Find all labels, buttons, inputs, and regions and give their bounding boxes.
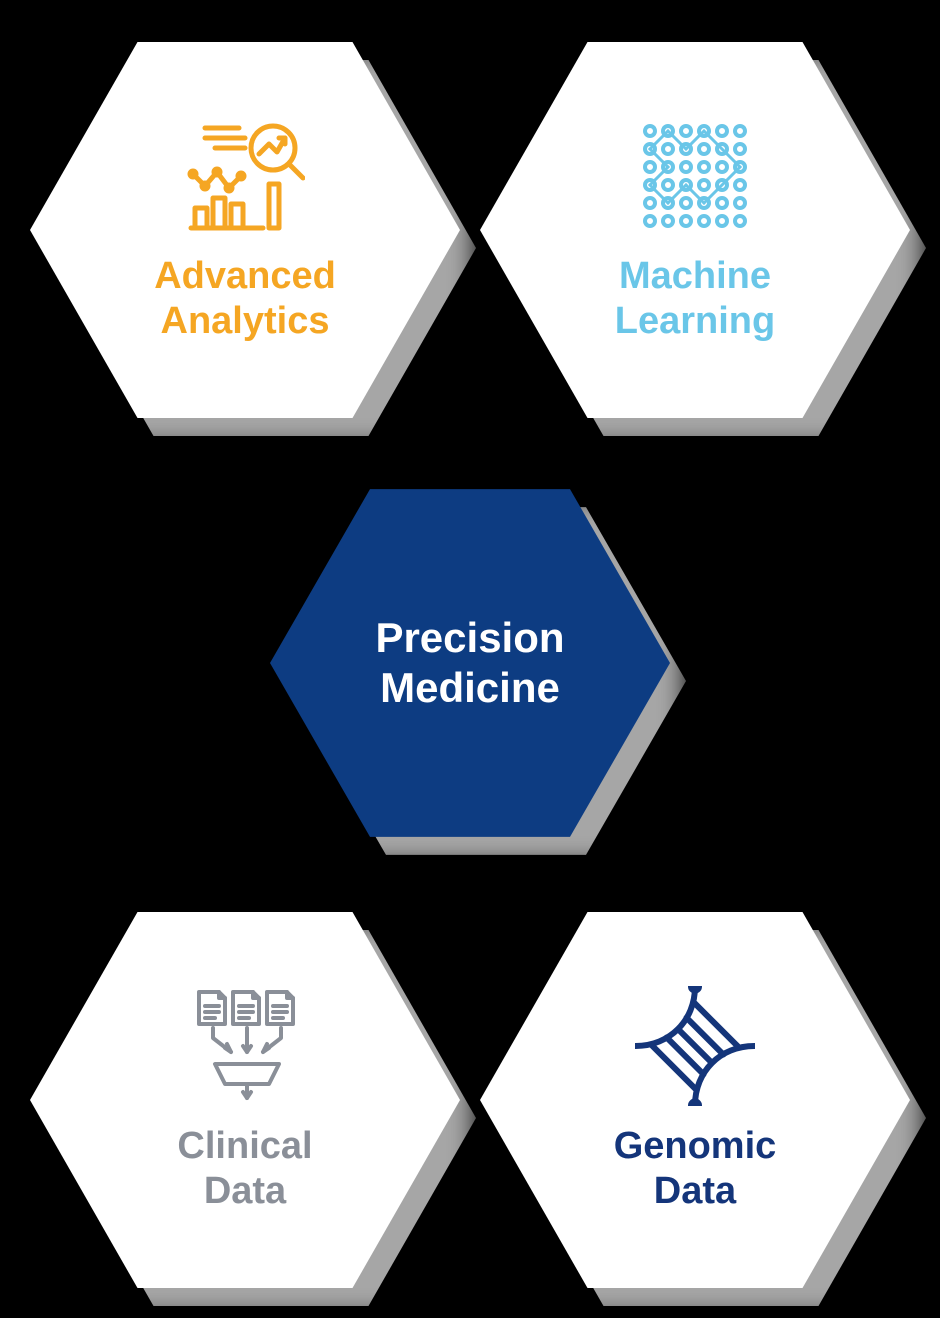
hex-precision-medicine: Precision Medicine [270,478,670,848]
funnel-docs-icon [185,986,305,1106]
dna-icon [635,986,755,1106]
hex-advanced-analytics: Advanced Analytics [30,30,460,430]
hex-clinical-data: Clinical Data [30,900,460,1300]
hex-label: Clinical Data [177,1124,312,1214]
ml-grid-icon [635,116,755,236]
hex-label: Genomic Data [614,1124,777,1214]
hex-label: Precision Medicine [375,613,564,712]
hex-genomic-data: Genomic Data [480,900,910,1300]
hex-label: Machine Learning [615,254,775,344]
hex-machine-learning: Machine Learning [480,30,910,430]
hex-label: Advanced Analytics [154,254,336,344]
hex-diagram: Advanced Analytics Machine Learning Preci… [0,0,940,1318]
analytics-icon [185,116,305,236]
